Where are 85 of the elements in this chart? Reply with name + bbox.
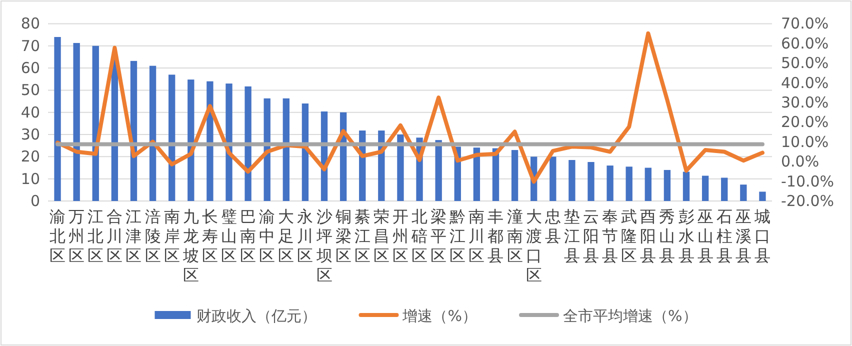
bar	[702, 176, 709, 201]
y2-tick-label: 40.0%	[781, 74, 829, 92]
x-tick-label: 开州区	[392, 207, 408, 265]
y2-tick-label: 20.0%	[781, 113, 829, 132]
x-tick-label: 合川区	[106, 207, 123, 265]
bar	[54, 37, 61, 201]
bar	[149, 66, 156, 201]
bar	[644, 168, 652, 201]
x-tick-label: 奉节县	[602, 207, 618, 265]
bar	[721, 178, 728, 201]
bar	[244, 86, 252, 201]
bar	[473, 148, 480, 201]
y2-tick-label: 30.0%	[781, 94, 829, 112]
x-tick-label: 巫山县	[697, 207, 714, 265]
x-tick-label: 黔江区	[448, 207, 466, 265]
y-tick-label: 20	[20, 148, 40, 166]
x-tick-label: 云阳县	[583, 207, 599, 265]
x-tick-label: 北碚区	[410, 207, 428, 265]
y-tick-label: 40	[20, 103, 40, 122]
bar	[168, 74, 176, 201]
bar	[73, 42, 80, 201]
bar	[397, 134, 404, 201]
x-tick-label: 武隆区	[621, 207, 638, 265]
y2-tick-label: 70.0%	[781, 14, 829, 33]
y2-tick-label: -10.0%	[781, 172, 834, 190]
bar	[302, 103, 309, 201]
x-tick-label: 彭水县	[678, 207, 694, 265]
legend-label: 财政收入（亿元）	[196, 307, 317, 325]
x-tick-label: 酉阳县	[640, 207, 656, 265]
x-tick-label: 大渡口区	[526, 207, 542, 284]
x-tick-label: 铜梁区	[334, 207, 352, 265]
x-tick-label: 巴南区	[240, 207, 256, 265]
legend-label: 全市平均增速（%）	[563, 307, 698, 325]
bar	[626, 166, 632, 201]
bar	[740, 184, 747, 201]
y-tick-label: 10	[20, 170, 40, 188]
legend-label: 增速（%）	[402, 307, 477, 325]
bar	[226, 84, 232, 201]
x-tick-label: 巫溪县	[735, 207, 752, 265]
x-tick-label: 长寿区	[202, 207, 218, 265]
x-tick-label: 大足区	[278, 207, 294, 265]
x-tick-label: 丰都县	[488, 207, 504, 265]
x-tick-label: 沙坪坝区	[315, 207, 332, 284]
x-tick-label: 荣昌区	[373, 207, 390, 265]
x-tick-label: 秀山县	[659, 207, 676, 265]
bar	[550, 156, 556, 201]
x-tick-label: 梁平区	[430, 207, 447, 265]
y2-tick-label: 60.0%	[781, 34, 829, 52]
line-series	[56, 31, 764, 184]
bar	[682, 172, 690, 201]
x-tick-label: 垫江县	[564, 207, 580, 265]
bar	[588, 162, 594, 201]
y2-tick-label: 50.0%	[781, 54, 829, 72]
x-tick-label: 渝北区	[50, 207, 66, 265]
bar	[664, 170, 671, 201]
x-tick-label: 江津区	[126, 207, 142, 265]
y-tick-label: 50	[20, 81, 40, 100]
x-tick-label: 忠县	[544, 207, 561, 246]
y-tick-label: 0	[30, 192, 40, 210]
y-tick-label: 70	[20, 36, 40, 55]
y-tick-label: 80	[20, 14, 40, 33]
x-tick-label: 渝中区	[259, 207, 276, 265]
y2-tick-label: -20.0%	[781, 192, 834, 210]
x-tick-label: 潼南区	[506, 207, 523, 265]
x-tick-label: 城口县	[753, 207, 770, 265]
y-tick-label: 60	[20, 59, 40, 78]
bar	[759, 192, 766, 201]
y2-tick-label: 0.0%	[781, 152, 820, 171]
y2-tick-label: 10.0%	[781, 132, 829, 151]
bar	[511, 150, 518, 201]
x-tick-label: 万州区	[68, 207, 85, 265]
x-tick-label: 江北区	[88, 207, 104, 265]
bar	[435, 140, 442, 201]
x-tick-label: 綦江区	[354, 207, 370, 265]
x-tick-label: 九龙坡区	[182, 207, 199, 284]
x-tick-label: 南川区	[468, 207, 485, 265]
x-tick-label: 南岸区	[164, 207, 180, 265]
y-tick-label: 30	[20, 126, 40, 144]
x-tick-label: 璧山区	[221, 207, 237, 265]
x-tick-label: 涪陵区	[144, 207, 161, 265]
bar	[282, 98, 290, 201]
x-tick-label: 永川区	[297, 207, 314, 265]
x-tick-label: 石柱县	[716, 207, 732, 265]
bar	[606, 166, 614, 201]
bar	[568, 160, 576, 201]
